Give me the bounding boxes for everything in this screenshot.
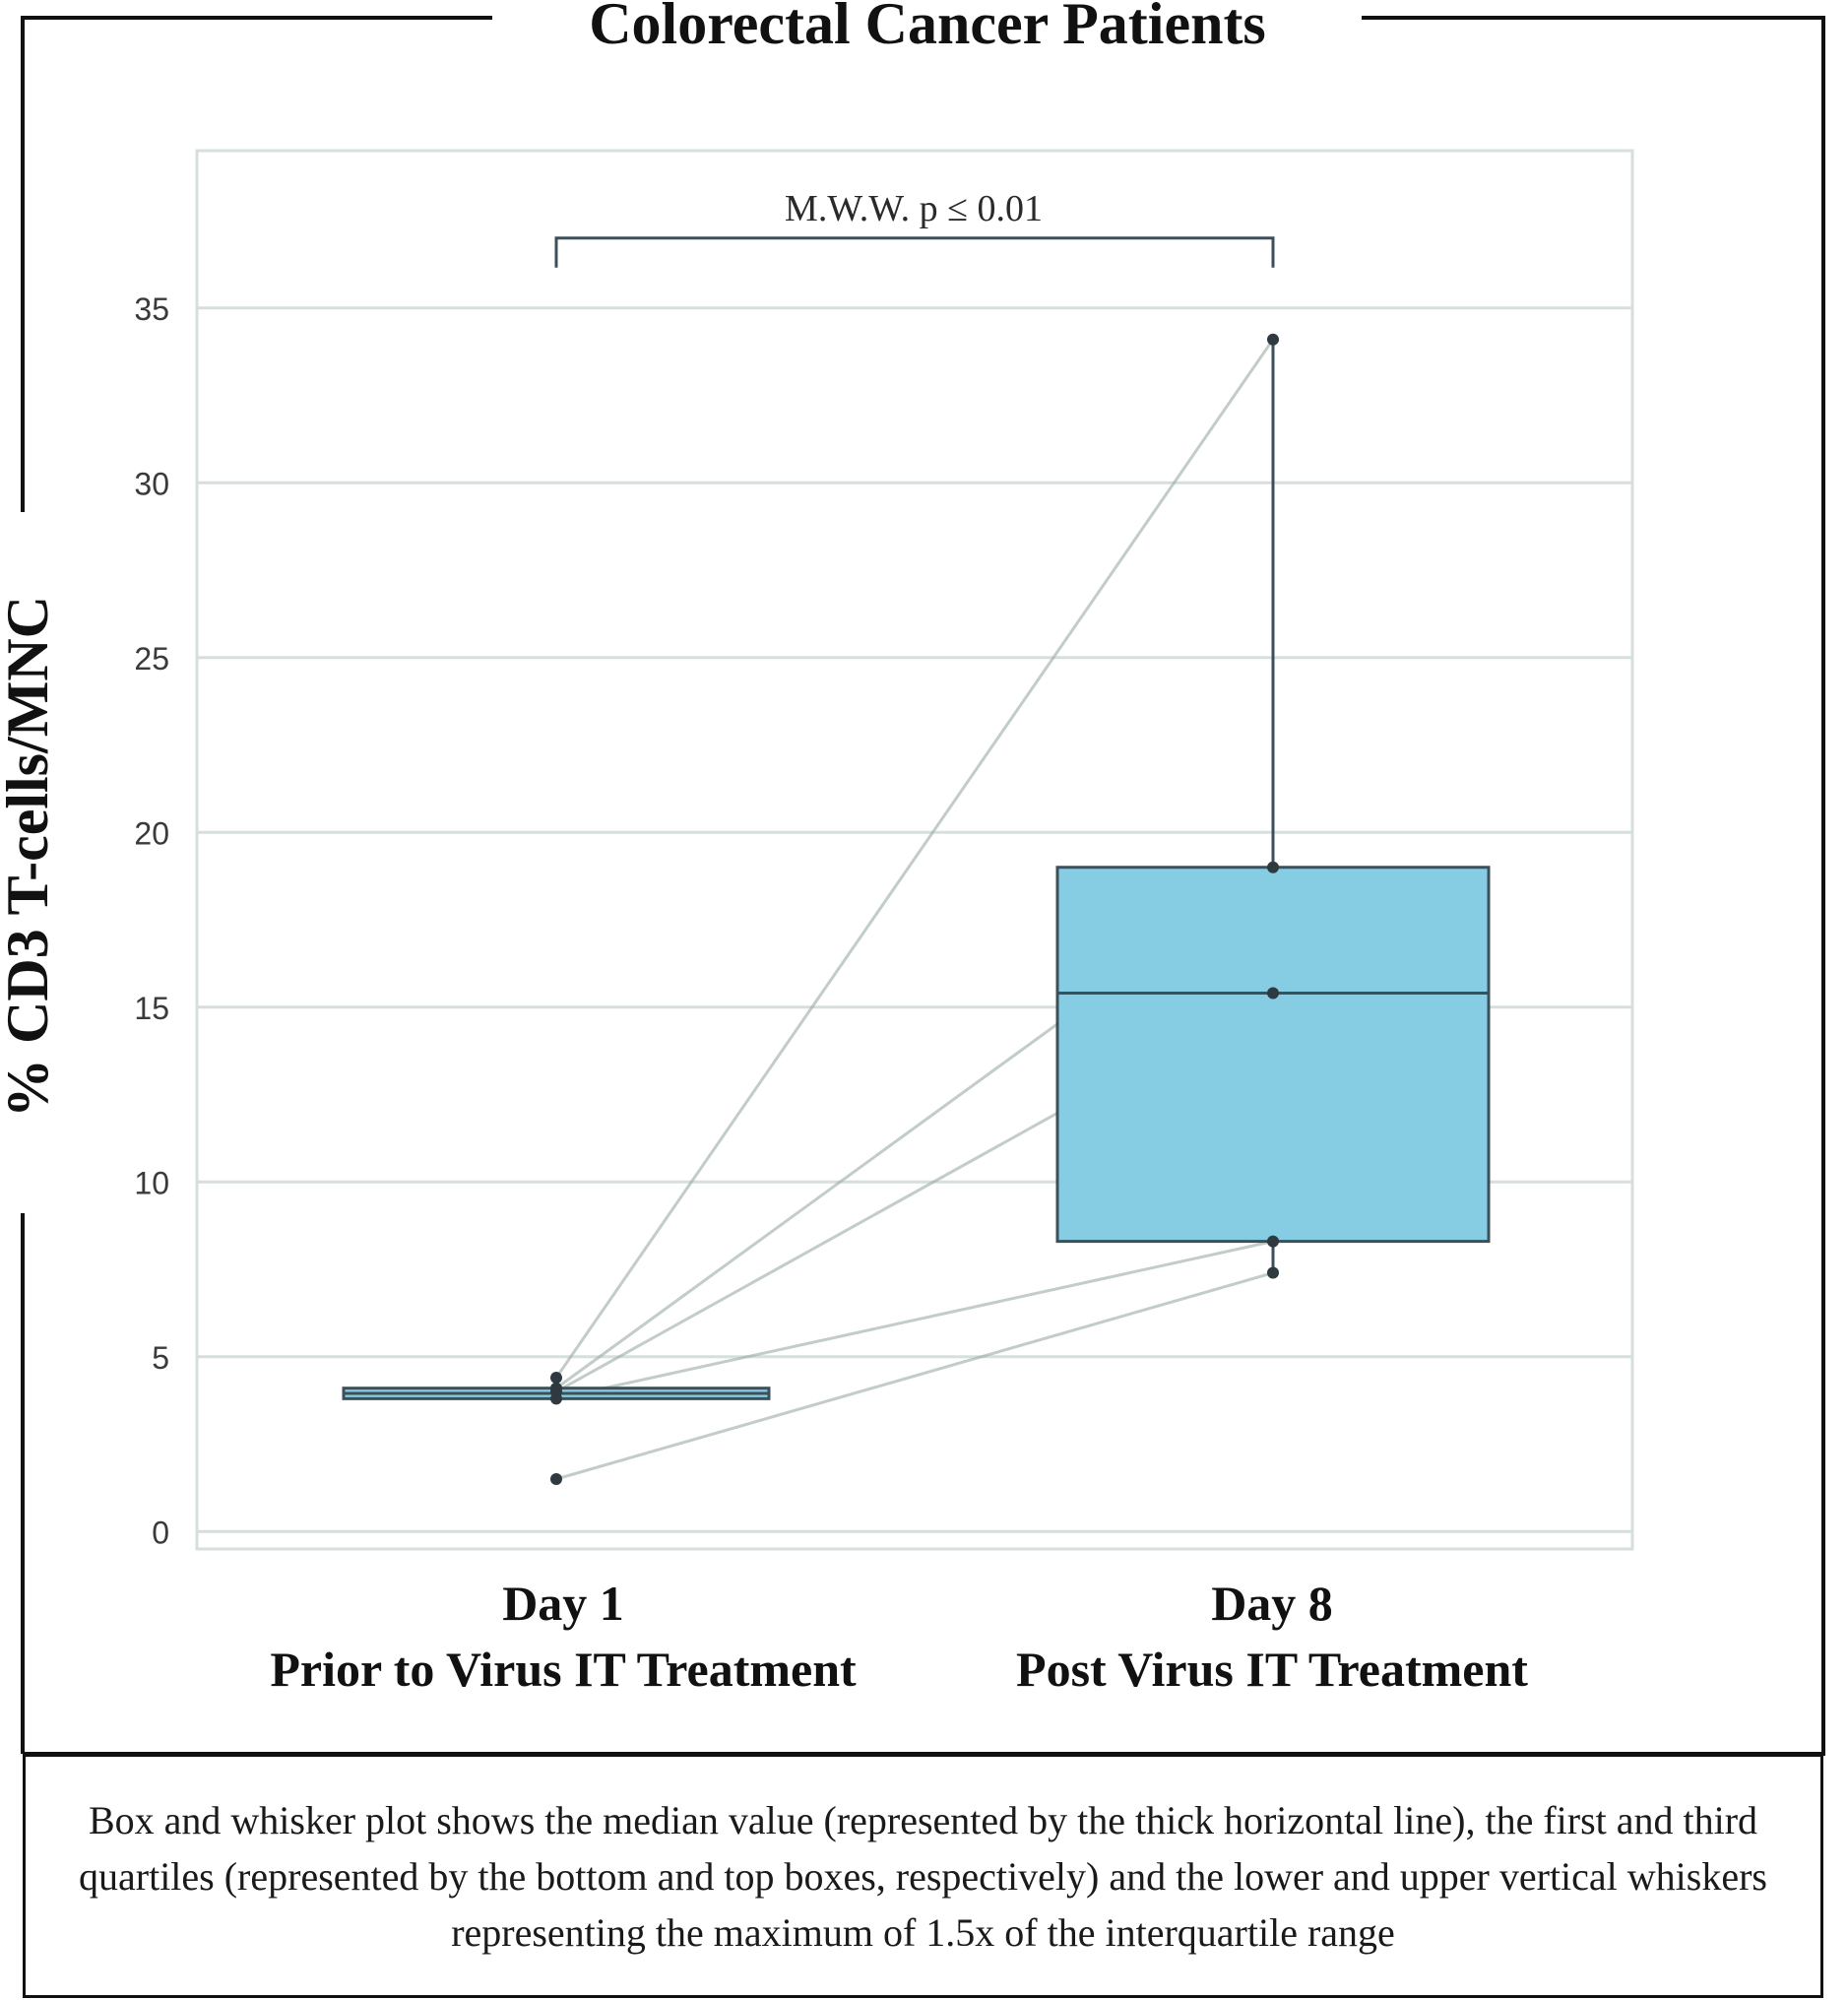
paired-line-1 bbox=[554, 338, 1275, 1379]
panel-title: Colorectal Cancer Patients bbox=[589, 0, 1266, 56]
point-day8-3 bbox=[1267, 987, 1279, 1000]
box-2 bbox=[1055, 866, 1491, 1244]
significance-label: M.W.W. p ≤ 0.01 bbox=[785, 188, 1043, 229]
point-day8-1 bbox=[1267, 333, 1279, 346]
y-tick-label-20: 20 bbox=[134, 815, 169, 851]
point-day8-5 bbox=[1267, 1266, 1279, 1279]
point-day1-5 bbox=[550, 1473, 562, 1485]
x-tick-label-day1-line2: Prior to Virus IT Treatment bbox=[270, 1642, 857, 1697]
plot-area bbox=[195, 149, 1634, 1551]
y-tick-label-5: 5 bbox=[152, 1340, 169, 1376]
y-tick-label-25: 25 bbox=[134, 641, 169, 677]
y-tick-label-15: 15 bbox=[134, 991, 169, 1026]
gridlines bbox=[197, 306, 1632, 1533]
significance-bracket bbox=[554, 236, 1275, 268]
paired-line-4 bbox=[555, 1240, 1274, 1400]
y-axis-label: % CD3 T-cells/MNC bbox=[0, 596, 60, 1118]
y-tick-label-35: 35 bbox=[134, 291, 169, 327]
paired-line-5 bbox=[555, 1271, 1274, 1481]
point-day1-1 bbox=[550, 1372, 562, 1385]
y-tick-labels: 0 5 10 15 20 25 30 35 bbox=[134, 291, 169, 1551]
x-tick-label-day8-line1: Day 8 bbox=[1211, 1576, 1333, 1631]
y-tick-label-0: 0 bbox=[152, 1515, 169, 1550]
y-tick-label-30: 30 bbox=[134, 466, 169, 501]
data-points bbox=[550, 333, 1279, 1485]
point-day8-2 bbox=[1267, 861, 1279, 873]
point-day8-4 bbox=[1267, 1235, 1279, 1248]
point-day1-4 bbox=[550, 1392, 562, 1405]
significance-annotation: M.W.W. p ≤ 0.01 bbox=[554, 188, 1275, 268]
caption-box: Box and whisker plot shows the median va… bbox=[23, 1754, 1823, 1998]
y-tick-label-10: 10 bbox=[134, 1165, 169, 1200]
caption-text: Box and whisker plot shows the median va… bbox=[79, 1797, 1767, 1955]
x-tick-label-day1-line1: Day 1 bbox=[502, 1576, 624, 1631]
x-tick-label-day8-line2: Post Virus IT Treatment bbox=[1016, 1642, 1528, 1697]
